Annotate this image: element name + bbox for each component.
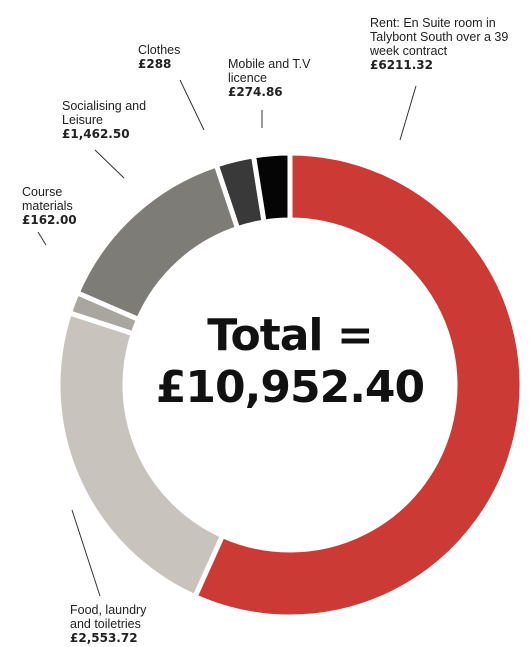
segment-label: Course materials £162.00	[22, 185, 84, 227]
segment-value: £6211.32	[370, 58, 434, 72]
leader-line	[94, 149, 125, 179]
segment-label: Rent: En Suite room in Talybont South ov…	[370, 16, 529, 72]
leader-line	[179, 79, 205, 131]
segment-value: £288	[138, 57, 172, 71]
segment-value: £274.86	[228, 85, 283, 99]
segment-value: £1,462.50	[62, 127, 130, 141]
total-label: Total =	[207, 310, 373, 361]
donut-segment	[191, 150, 525, 620]
segment-value: £162.00	[22, 213, 77, 227]
leader-lines	[37, 79, 417, 597]
leader-line	[71, 509, 101, 597]
segment-name: Socialising and Leisure	[62, 99, 147, 127]
donut-segment	[73, 161, 241, 323]
segment-label: Socialising and Leisure £1,462.50	[62, 99, 164, 141]
leader-line	[399, 85, 417, 141]
leader-line	[37, 231, 47, 246]
donut-segment	[250, 150, 293, 225]
segment-name: Food, laundry and toiletries	[70, 603, 147, 631]
segment-name: Course materials	[22, 185, 73, 213]
total-value: £10,952.40	[155, 362, 425, 413]
segment-name: Rent: En Suite room in Talybont South ov…	[370, 16, 509, 58]
segment-name: Mobile and T.V licence	[228, 57, 311, 85]
segment-label: Mobile and T.V licence £274.86	[228, 57, 324, 99]
segment-name: Clothes	[138, 43, 181, 57]
segment-label: Food, laundry and toiletries £2,553.72	[70, 603, 165, 645]
segment-label: Clothes £288	[138, 43, 208, 71]
segment-value: £2,553.72	[70, 631, 138, 645]
